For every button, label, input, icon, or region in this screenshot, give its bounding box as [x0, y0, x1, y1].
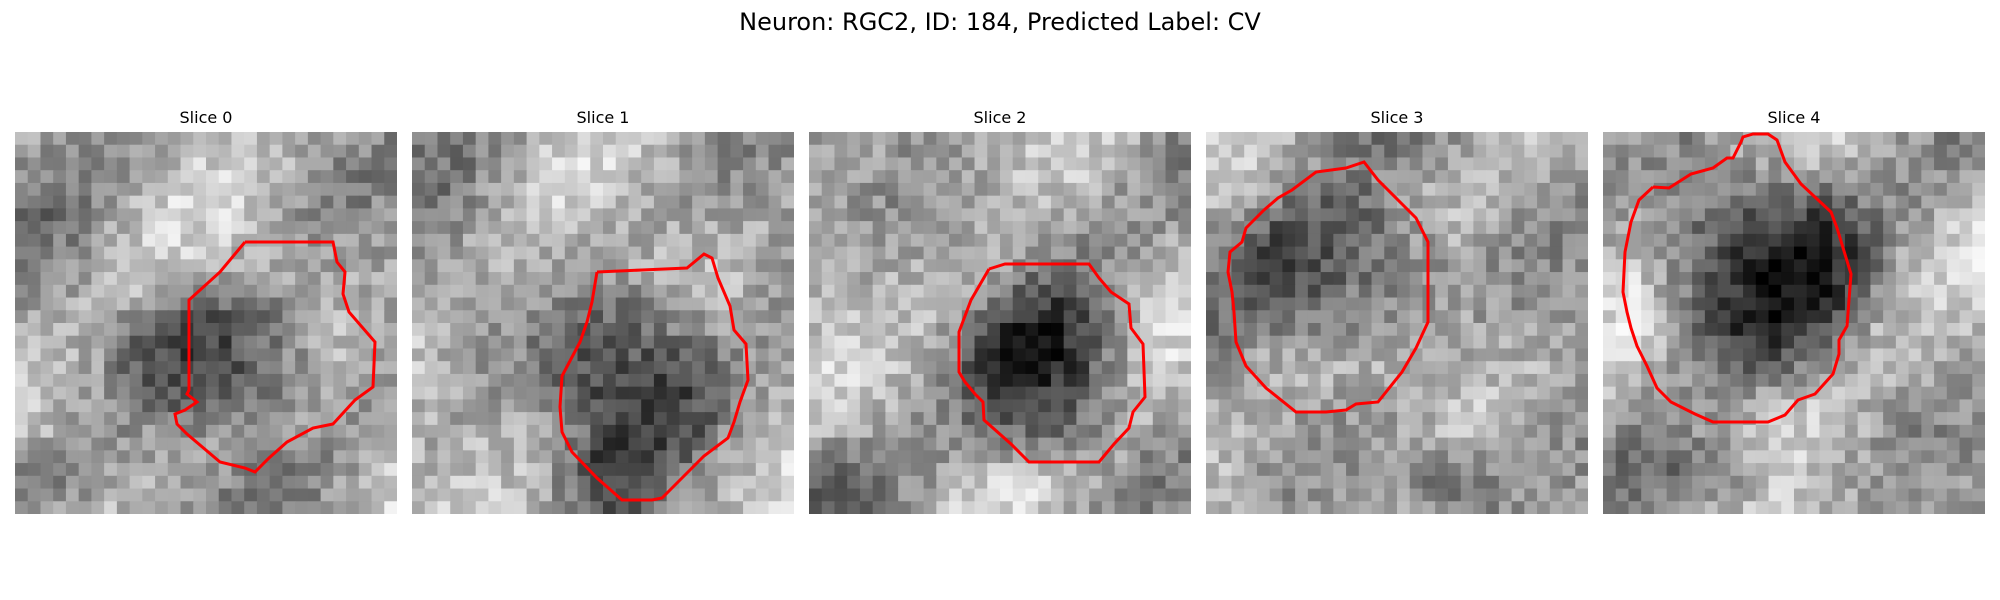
slice-image-3 [1206, 132, 1588, 514]
slice-title-4: Slice 4 [1767, 108, 1821, 127]
grayscale-tissue-image-4 [1603, 132, 1985, 514]
slice-image-2 [809, 132, 1191, 514]
slice-title-0: Slice 0 [179, 108, 233, 127]
slice-panel-1: Slice 1 [412, 108, 794, 514]
slice-panel-4: Slice 4 [1603, 108, 1985, 514]
grayscale-tissue-image-3 [1206, 132, 1588, 514]
segmentation-contour-3 [1226, 160, 1430, 414]
segmentation-contour-1 [558, 252, 750, 502]
figure-title: Neuron: RGC2, ID: 184, Predicted Label: … [739, 8, 1261, 36]
slice-title-3: Slice 3 [1370, 108, 1424, 127]
grayscale-tissue-image-2 [809, 132, 1191, 514]
slice-title-1: Slice 1 [576, 108, 630, 127]
slice-image-0 [15, 132, 397, 514]
grayscale-tissue-image-1 [412, 132, 794, 514]
segmentation-contour-4 [1621, 132, 1853, 424]
slice-panel-2: Slice 2 [809, 108, 1191, 514]
slice-image-1 [412, 132, 794, 514]
slice-title-2: Slice 2 [973, 108, 1027, 127]
segmentation-contour-2 [957, 262, 1147, 464]
segmentation-contour-0 [173, 240, 377, 474]
slice-panel-3: Slice 3 [1206, 108, 1588, 514]
slice-panel-0: Slice 0 [15, 108, 397, 514]
grayscale-tissue-image-0 [15, 132, 397, 514]
slice-image-4 [1603, 132, 1985, 514]
